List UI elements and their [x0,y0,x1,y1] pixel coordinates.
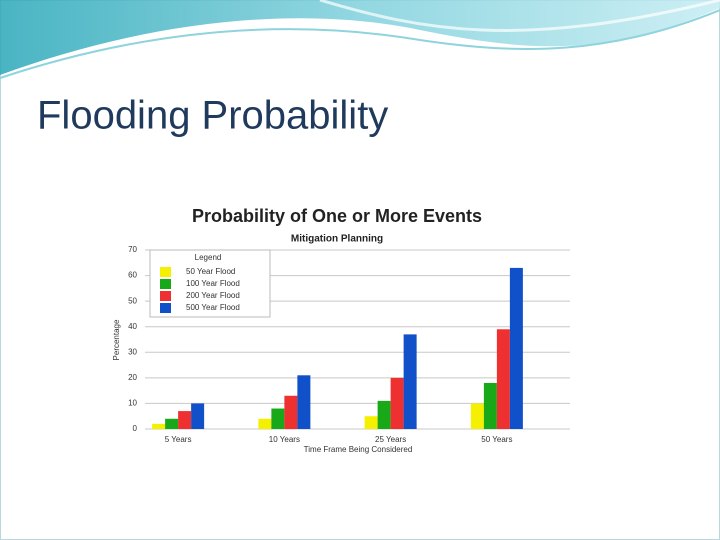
slide-title: Flooding Probability [37,94,388,138]
bar [297,375,311,429]
chart-subtitle: Mitigation Planning [291,234,383,245]
legend-swatch [160,291,171,301]
bar [496,329,510,429]
bars [152,267,523,429]
bar [165,418,179,429]
y-tick-label: 50 [128,296,137,305]
bar [364,416,378,429]
y-tick-label: 60 [128,271,137,280]
bar [271,408,285,429]
y-tick-label: 70 [128,245,137,254]
y-tick-label: 0 [133,424,138,433]
header-wave [0,0,720,75]
bar [178,411,192,429]
bar [390,377,404,429]
legend: Legend 50 Year Flood 100 Year Flood 200 Yea… [149,249,271,318]
y-tick-label: 20 [128,373,137,382]
bar [483,382,497,429]
bar [191,403,205,429]
bar [403,334,417,429]
bar [470,403,484,429]
bar [284,395,298,429]
y-tick-label: 30 [128,347,137,356]
legend-title: Legend [195,253,222,262]
y-tick-label: 10 [128,399,137,408]
header-line [0,9,720,79]
x-tick-label: 25 Years [375,435,406,444]
x-tick-label: 5 Years [165,435,192,444]
legend-label: 200 Year Flood [186,291,240,300]
legend-label: 500 Year Flood [186,303,240,312]
legend-swatch [160,267,171,277]
chart-title: Probability of One or More Events [192,206,482,226]
bar [377,400,391,429]
bar [152,423,166,429]
x-axis-label: Time Frame Being Considered [304,445,413,454]
bar [258,418,272,429]
bar [509,267,523,429]
legend-swatch [160,303,171,313]
y-axis-label: Percentage [112,319,121,360]
legend-swatch [160,279,171,289]
legend-label: 50 Year Flood [186,267,235,276]
header-highlight [319,0,720,32]
y-tick-label: 40 [128,322,137,331]
legend-label: 100 Year Flood [186,279,240,288]
x-tick-label: 10 Years [269,435,300,444]
x-tick-label: 50 Years [481,435,512,444]
